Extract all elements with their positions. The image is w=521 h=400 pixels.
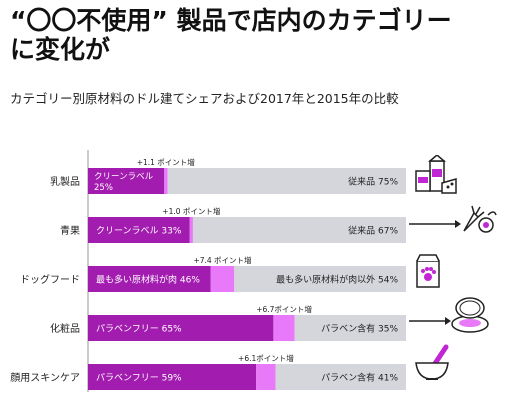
data-label-rest: 従来品 67% xyxy=(348,225,398,237)
data-label-increase: +1.0 ポイント増 xyxy=(162,206,220,216)
category-label: 青果 xyxy=(60,224,80,237)
produce-icon xyxy=(463,205,497,233)
bar-segment-increase xyxy=(189,217,193,243)
category-label: 乳製品 xyxy=(50,175,80,188)
data-label-base-value: 25% xyxy=(94,183,113,193)
bar-segment-increase xyxy=(256,364,276,390)
bar-segment-rest xyxy=(294,315,406,341)
data-label-base: パラベンフリー 65% xyxy=(96,324,182,335)
bar-segment-rest xyxy=(192,217,406,243)
data-label-increase: +6.1ポイント増 xyxy=(238,353,294,363)
page-title: “〇〇不使用” 製品で店内のカテゴリー に変化が xyxy=(10,6,515,64)
category-label: ドッグフード xyxy=(20,273,80,286)
data-label-rest: パラベン含有 41% xyxy=(321,372,398,384)
data-label-base: クリーンラベル xyxy=(94,172,154,182)
bar-segment-rest xyxy=(167,168,406,194)
category-label: 化粧品 xyxy=(50,322,80,335)
bar-segment-base xyxy=(88,217,190,243)
data-label-base: 最も多い原材料が肉 46% xyxy=(96,274,200,286)
data-label-base: パラベンフリー 59% xyxy=(96,373,182,384)
dog-food-icon xyxy=(416,254,440,288)
data-label-increase: +7.4 ポイント増 xyxy=(193,255,251,265)
bar-segment-increase xyxy=(273,315,295,341)
bar-segment-base xyxy=(88,315,274,341)
data-label-increase: +6.7ポイント増 xyxy=(256,304,312,314)
arrow-to-produce xyxy=(409,220,461,228)
mortar-pestle-icon xyxy=(415,344,449,380)
data-label-base: クリーンラベル 33% xyxy=(96,226,182,237)
data-label-rest: 従来品 75% xyxy=(348,176,398,188)
bar-segment-base xyxy=(88,364,257,390)
chart-subtitle: カテゴリー別原材料のドル建てシェアおよび2017年と2015年の比較 xyxy=(10,91,399,106)
bar-segment-increase xyxy=(210,266,235,292)
bar-segment-rest xyxy=(234,266,406,292)
bar-segment-base xyxy=(88,168,165,194)
compact-icon xyxy=(451,297,489,333)
bar-segment-rest xyxy=(275,364,406,390)
category-label: 顔用スキンケア xyxy=(10,371,80,384)
data-label-rest: パラベン含有 35% xyxy=(321,323,398,335)
dairy-icon xyxy=(415,155,457,194)
bar-segment-base xyxy=(88,266,211,292)
data-label-rest: 最も多い原材料が肉以外 54% xyxy=(276,274,398,286)
arrow-to-compact xyxy=(409,317,451,325)
bar-segment-increase xyxy=(164,168,168,194)
title-line-1: “〇〇不使用” 製品で店内のカテゴリー xyxy=(10,6,452,35)
data-label-increase: +1.1 ポイント増 xyxy=(137,157,195,167)
title-line-2: に変化が xyxy=(10,35,111,64)
